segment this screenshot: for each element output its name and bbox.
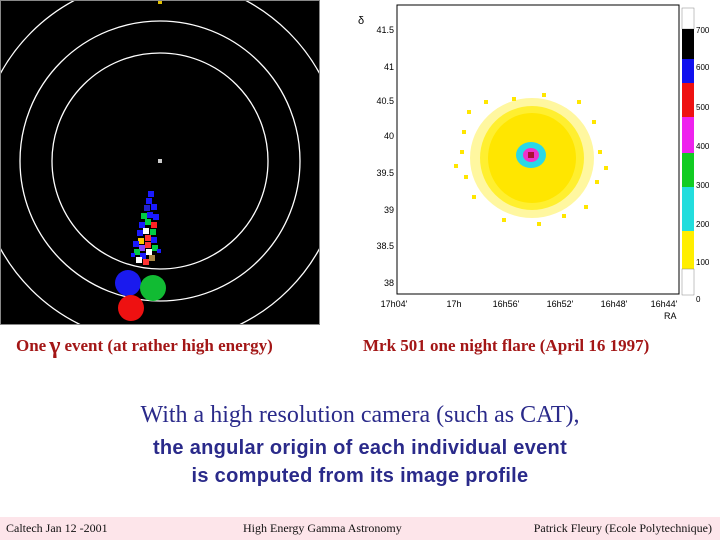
y-tick: 38 <box>384 278 394 288</box>
colorbar-tick: 400 <box>696 142 710 151</box>
y-tick: 40.5 <box>376 96 394 106</box>
skymap-svg: δ 41.5 41 40.5 40 39.5 39 38.5 38 17h04'… <box>358 4 710 321</box>
shower-image <box>131 191 161 265</box>
colorbar-segment-white <box>681 7 695 30</box>
y-tick: 41.5 <box>376 25 394 35</box>
colorbar <box>681 7 695 296</box>
colorbar-segment-black <box>682 29 694 59</box>
pixel-large-green <box>140 275 166 301</box>
colorbar-segment-green <box>682 153 694 187</box>
colorbar-tick: 500 <box>696 103 710 112</box>
colorbar-segment-blue <box>682 59 694 83</box>
colorbar-ticks: 700 600 500 400 300 200 100 0 <box>696 26 710 304</box>
skymap-panel: δ 41.5 41 40.5 40 39.5 39 38.5 38 17h04'… <box>352 0 720 328</box>
footer-bar: Caltech Jan 12 -2001 High Energy Gamma A… <box>0 517 720 540</box>
colorbar-segment-cyan <box>682 187 694 231</box>
y-tick: 40 <box>384 131 394 141</box>
y-tick: 39 <box>384 205 394 215</box>
colorbar-tick: 0 <box>696 295 701 304</box>
footer-date: Caltech Jan 12 -2001 <box>6 521 108 535</box>
colorbar-segment-red <box>682 83 694 117</box>
skymap-y-axis-symbol: δ <box>358 15 364 27</box>
colorbar-tick: 100 <box>696 258 710 267</box>
y-tick: 38.5 <box>376 241 394 251</box>
colorbar-segment-pale <box>681 268 695 296</box>
x-tick: 17h04' <box>381 299 408 309</box>
x-tick: 16h56' <box>493 299 520 309</box>
footer-author: Patrick Fleury (Ecole Polytechnique) <box>533 521 712 535</box>
pixel-large-red <box>118 295 144 321</box>
colorbar-tick: 600 <box>696 63 710 72</box>
colorbar-segment-magenta <box>682 117 694 153</box>
camera-rings-svg <box>0 0 343 344</box>
x-tick: 17h <box>446 299 461 309</box>
colorbar-tick: 200 <box>696 220 710 229</box>
y-tick: 41 <box>384 62 394 72</box>
colorbar-tick: 700 <box>696 26 710 35</box>
camera-event-display <box>0 0 343 344</box>
headline-line-1: With a high resolution camera (such as C… <box>140 402 580 428</box>
headline-line-2: the angular origin of each individual ev… <box>152 437 568 459</box>
colorbar-segment-yellow <box>682 231 694 269</box>
skymap-peak <box>528 152 534 158</box>
gamma-symbol: γ <box>49 333 61 359</box>
y-tick: 39.5 <box>376 168 394 178</box>
pixel-large-blue <box>115 270 141 296</box>
caption-left-post: event (at rather high energy) <box>64 336 273 355</box>
skymap-x-ticks: 17h04' 17h 16h56' 16h52' 16h48' 16h44' <box>381 299 678 309</box>
headline-line-3: is computed from its image profile <box>191 465 529 487</box>
camera-ring-middle <box>19 20 301 302</box>
x-tick: 16h52' <box>547 299 574 309</box>
caption-left-pre: One <box>16 336 47 355</box>
footer-talk-title: High Energy Gamma Astronomy <box>243 521 402 535</box>
skymap-x-label: RA <box>664 311 677 321</box>
camera-center-mark <box>158 159 162 163</box>
camera-ring-inner <box>51 52 269 270</box>
colorbar-tick: 300 <box>696 181 710 190</box>
caption-gamma-event: One γ event (at rather high energy) <box>16 333 273 360</box>
skymap-y-ticks: 41.5 41 40.5 40 39.5 39 38.5 38 <box>376 25 394 288</box>
x-tick: 16h44' <box>651 299 678 309</box>
x-tick: 16h48' <box>601 299 628 309</box>
caption-mrk501-flare: Mrk 501 one night flare (April 16 1997) <box>363 336 650 355</box>
camera-top-mark <box>158 1 162 4</box>
